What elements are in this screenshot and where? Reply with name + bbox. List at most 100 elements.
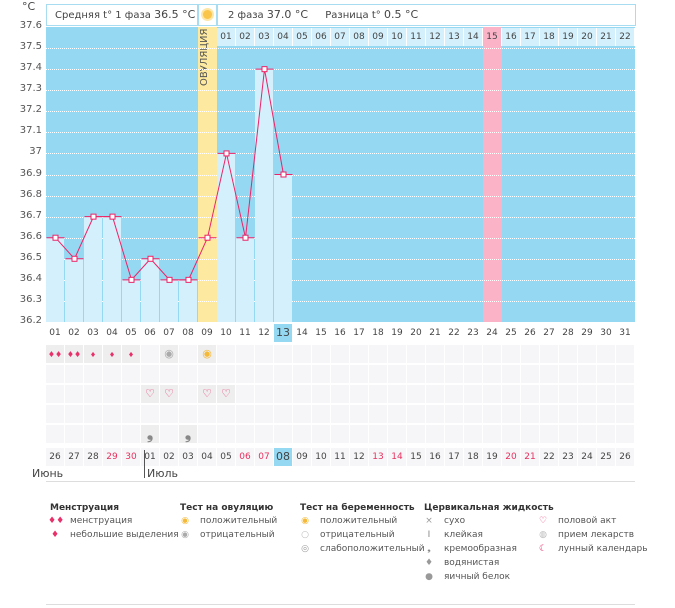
grid-cell[interactable] bbox=[483, 425, 501, 443]
grid-cell[interactable] bbox=[293, 365, 311, 383]
cycle-day[interactable]: 01 bbox=[49, 328, 61, 338]
grid-cell[interactable] bbox=[578, 425, 596, 443]
grid-cell[interactable] bbox=[274, 385, 292, 403]
calendar-date[interactable]: 19 bbox=[483, 448, 501, 466]
cycle-day[interactable]: 26 bbox=[524, 328, 536, 338]
grid-cell[interactable] bbox=[312, 385, 330, 403]
cycle-day[interactable]: 30 bbox=[600, 328, 612, 338]
temperature-point[interactable] bbox=[185, 276, 192, 283]
calendar-date[interactable]: 15 bbox=[407, 448, 425, 466]
grid-cell[interactable] bbox=[198, 405, 216, 423]
grid-cell[interactable] bbox=[540, 365, 558, 383]
calendar-date[interactable]: 30 bbox=[122, 448, 140, 466]
calendar-date[interactable]: 26 bbox=[616, 448, 634, 466]
grid-cell[interactable] bbox=[103, 385, 121, 403]
cycle-day[interactable]: 05 bbox=[125, 328, 137, 338]
grid-cell[interactable] bbox=[198, 365, 216, 383]
grid-cell[interactable] bbox=[122, 405, 140, 423]
grid-cell[interactable] bbox=[293, 385, 311, 403]
mark-cell[interactable]: ♦♦ bbox=[46, 345, 64, 363]
mark-cell[interactable]: ❟ bbox=[179, 425, 197, 443]
cycle-day[interactable]: 13 bbox=[274, 324, 292, 342]
grid-cell[interactable] bbox=[331, 425, 349, 443]
grid-cell[interactable] bbox=[483, 385, 501, 403]
grid-cell[interactable] bbox=[483, 345, 501, 363]
grid-cell[interactable] bbox=[502, 365, 520, 383]
calendar-date[interactable]: 28 bbox=[84, 448, 102, 466]
temperature-point[interactable] bbox=[261, 66, 268, 73]
grid-cell[interactable] bbox=[578, 365, 596, 383]
grid-cell[interactable] bbox=[426, 345, 444, 363]
grid-cell[interactable] bbox=[388, 365, 406, 383]
grid-cell[interactable] bbox=[293, 345, 311, 363]
grid-cell[interactable] bbox=[369, 405, 387, 423]
grid-cell[interactable] bbox=[559, 385, 577, 403]
grid-cell[interactable] bbox=[160, 365, 178, 383]
grid-cell[interactable] bbox=[84, 385, 102, 403]
calendar-date[interactable]: 17 bbox=[445, 448, 463, 466]
cycle-day[interactable]: 24 bbox=[486, 328, 498, 338]
cycle-day[interactable]: 18 bbox=[372, 328, 384, 338]
grid-cell[interactable] bbox=[616, 405, 634, 423]
grid-cell[interactable] bbox=[464, 385, 482, 403]
calendar-date[interactable]: 12 bbox=[350, 448, 368, 466]
grid-cell[interactable] bbox=[122, 365, 140, 383]
grid-cell[interactable] bbox=[236, 385, 254, 403]
cycle-day[interactable]: 06 bbox=[144, 328, 156, 338]
mark-cell[interactable]: ♦ bbox=[84, 345, 102, 363]
grid-cell[interactable] bbox=[521, 405, 539, 423]
grid-cell[interactable] bbox=[179, 385, 197, 403]
calendar-date[interactable]: 29 bbox=[103, 448, 121, 466]
temperature-point[interactable] bbox=[166, 276, 173, 283]
grid-cell[interactable] bbox=[236, 425, 254, 443]
grid-cell[interactable] bbox=[388, 385, 406, 403]
mark-cell[interactable]: ♡ bbox=[141, 385, 159, 403]
grid-cell[interactable] bbox=[160, 425, 178, 443]
grid-cell[interactable] bbox=[274, 345, 292, 363]
mark-cell[interactable]: ♡ bbox=[217, 385, 235, 403]
calendar-date[interactable]: 06 bbox=[236, 448, 254, 466]
grid-cell[interactable] bbox=[46, 405, 64, 423]
grid-cell[interactable] bbox=[198, 425, 216, 443]
grid-cell[interactable] bbox=[46, 385, 64, 403]
temperature-point[interactable] bbox=[242, 234, 249, 241]
grid-cell[interactable] bbox=[122, 385, 140, 403]
grid-cell[interactable] bbox=[274, 405, 292, 423]
grid-cell[interactable] bbox=[141, 345, 159, 363]
cycle-day[interactable]: 11 bbox=[239, 328, 251, 338]
grid-cell[interactable] bbox=[502, 385, 520, 403]
grid-cell[interactable] bbox=[65, 365, 83, 383]
grid-cell[interactable] bbox=[65, 425, 83, 443]
grid-cell[interactable] bbox=[540, 385, 558, 403]
cycle-day[interactable]: 10 bbox=[220, 328, 232, 338]
grid-cell[interactable] bbox=[312, 365, 330, 383]
grid-cell[interactable] bbox=[426, 365, 444, 383]
grid-cell[interactable] bbox=[103, 365, 121, 383]
grid-cell[interactable] bbox=[540, 405, 558, 423]
temperature-point[interactable] bbox=[204, 234, 211, 241]
grid-cell[interactable] bbox=[217, 425, 235, 443]
calendar-date[interactable]: 16 bbox=[426, 448, 444, 466]
cycle-day[interactable]: 31 bbox=[619, 328, 631, 338]
calendar-date[interactable]: 27 bbox=[65, 448, 83, 466]
calendar-date[interactable]: 21 bbox=[521, 448, 539, 466]
mark-cell[interactable]: ♦ bbox=[122, 345, 140, 363]
grid-cell[interactable] bbox=[274, 425, 292, 443]
grid-cell[interactable] bbox=[255, 405, 273, 423]
grid-cell[interactable] bbox=[426, 425, 444, 443]
grid-cell[interactable] bbox=[350, 365, 368, 383]
grid-cell[interactable] bbox=[521, 425, 539, 443]
cycle-day[interactable]: 29 bbox=[581, 328, 593, 338]
calendar-date[interactable]: 22 bbox=[540, 448, 558, 466]
calendar-date[interactable]: 08 bbox=[274, 448, 292, 466]
grid-cell[interactable] bbox=[46, 425, 64, 443]
grid-cell[interactable] bbox=[84, 405, 102, 423]
grid-cell[interactable] bbox=[236, 405, 254, 423]
grid-cell[interactable] bbox=[141, 405, 159, 423]
cycle-day[interactable]: 12 bbox=[258, 328, 270, 338]
grid-cell[interactable] bbox=[179, 365, 197, 383]
cycle-day[interactable]: 08 bbox=[182, 328, 194, 338]
grid-cell[interactable] bbox=[312, 425, 330, 443]
grid-cell[interactable] bbox=[369, 345, 387, 363]
temperature-point[interactable] bbox=[109, 213, 116, 220]
